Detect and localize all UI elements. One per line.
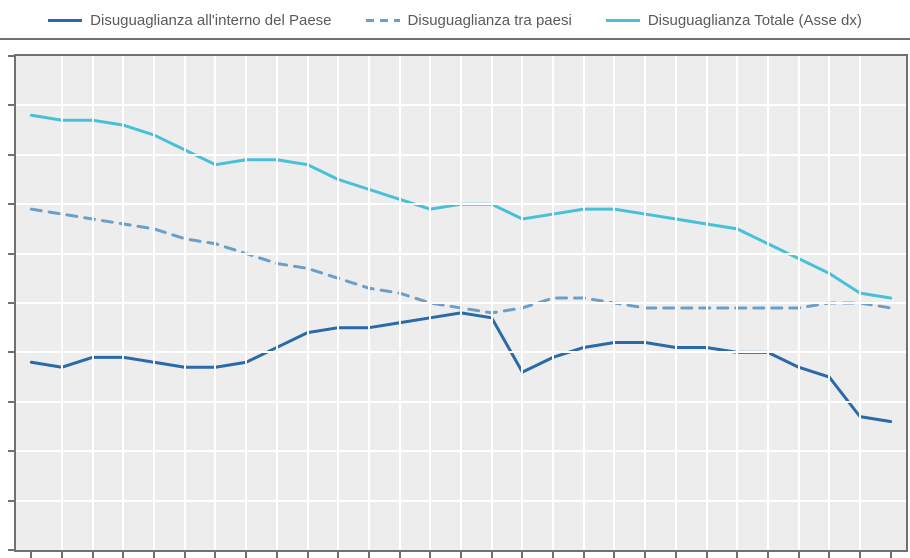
x-tick bbox=[706, 551, 708, 558]
gridline-v bbox=[214, 56, 216, 550]
x-tick bbox=[153, 551, 155, 558]
gridline-v bbox=[583, 56, 585, 550]
legend: Disuguaglianza all'interno del Paese Disu… bbox=[0, 6, 910, 40]
x-tick bbox=[828, 551, 830, 558]
x-tick bbox=[675, 551, 677, 558]
x-tick bbox=[460, 551, 462, 558]
x-tick bbox=[276, 551, 278, 558]
gridline-v bbox=[61, 56, 63, 550]
x-tick bbox=[214, 551, 216, 558]
x-tick bbox=[122, 551, 124, 558]
x-tick bbox=[61, 551, 63, 558]
x-tick bbox=[491, 551, 493, 558]
gridline-v bbox=[184, 56, 186, 550]
gridline-v bbox=[552, 56, 554, 550]
gridline-v bbox=[491, 56, 493, 550]
gridline-v bbox=[368, 56, 370, 550]
gridline-v bbox=[798, 56, 800, 550]
legend-swatch-2 bbox=[606, 19, 640, 22]
x-tick bbox=[644, 551, 646, 558]
x-tick bbox=[429, 551, 431, 558]
gridline-v bbox=[859, 56, 861, 550]
gridline-v bbox=[399, 56, 401, 550]
gridline-v bbox=[736, 56, 738, 550]
plot-area bbox=[14, 54, 908, 552]
gridline-v bbox=[276, 56, 278, 550]
x-tick bbox=[30, 551, 32, 558]
y-tick bbox=[8, 55, 15, 57]
gridline-v bbox=[429, 56, 431, 550]
y-tick bbox=[8, 203, 15, 205]
x-tick bbox=[552, 551, 554, 558]
gridline-v bbox=[153, 56, 155, 550]
legend-label-0: Disuguaglianza all'interno del Paese bbox=[90, 12, 331, 29]
legend-item-2: Disuguaglianza Totale (Asse dx) bbox=[606, 12, 862, 29]
x-tick bbox=[368, 551, 370, 558]
legend-item-0: Disuguaglianza all'interno del Paese bbox=[48, 12, 331, 29]
x-tick bbox=[92, 551, 94, 558]
y-tick bbox=[8, 253, 15, 255]
y-tick bbox=[8, 549, 15, 551]
gridline-v bbox=[767, 56, 769, 550]
gridline-v bbox=[245, 56, 247, 550]
x-tick bbox=[307, 551, 309, 558]
x-tick bbox=[245, 551, 247, 558]
x-tick bbox=[583, 551, 585, 558]
legend-label-2: Disuguaglianza Totale (Asse dx) bbox=[648, 12, 862, 29]
gridline-v bbox=[460, 56, 462, 550]
y-tick bbox=[8, 450, 15, 452]
gridline-v bbox=[521, 56, 523, 550]
legend-swatch-1 bbox=[366, 19, 400, 22]
y-tick bbox=[8, 500, 15, 502]
gridline-v bbox=[706, 56, 708, 550]
x-tick bbox=[798, 551, 800, 558]
x-tick bbox=[859, 551, 861, 558]
legend-swatch-0 bbox=[48, 19, 82, 22]
x-tick bbox=[337, 551, 339, 558]
y-tick bbox=[8, 351, 15, 353]
gridline-v bbox=[644, 56, 646, 550]
x-tick bbox=[767, 551, 769, 558]
gridline-v bbox=[675, 56, 677, 550]
x-tick bbox=[184, 551, 186, 558]
gridline-v bbox=[122, 56, 124, 550]
legend-label-1: Disuguaglianza tra paesi bbox=[408, 12, 572, 29]
gridline-v bbox=[828, 56, 830, 550]
y-tick bbox=[8, 401, 15, 403]
x-tick bbox=[613, 551, 615, 558]
legend-item-1: Disuguaglianza tra paesi bbox=[366, 12, 572, 29]
x-tick bbox=[399, 551, 401, 558]
y-tick bbox=[8, 154, 15, 156]
gridline-v bbox=[337, 56, 339, 550]
x-tick bbox=[521, 551, 523, 558]
x-tick bbox=[736, 551, 738, 558]
chart-container: Disuguaglianza all'interno del Paese Disu… bbox=[0, 0, 910, 550]
x-tick bbox=[890, 551, 892, 558]
gridline-v bbox=[92, 56, 94, 550]
y-tick bbox=[8, 104, 15, 106]
y-tick bbox=[8, 302, 15, 304]
gridline-v bbox=[613, 56, 615, 550]
gridline-v bbox=[307, 56, 309, 550]
